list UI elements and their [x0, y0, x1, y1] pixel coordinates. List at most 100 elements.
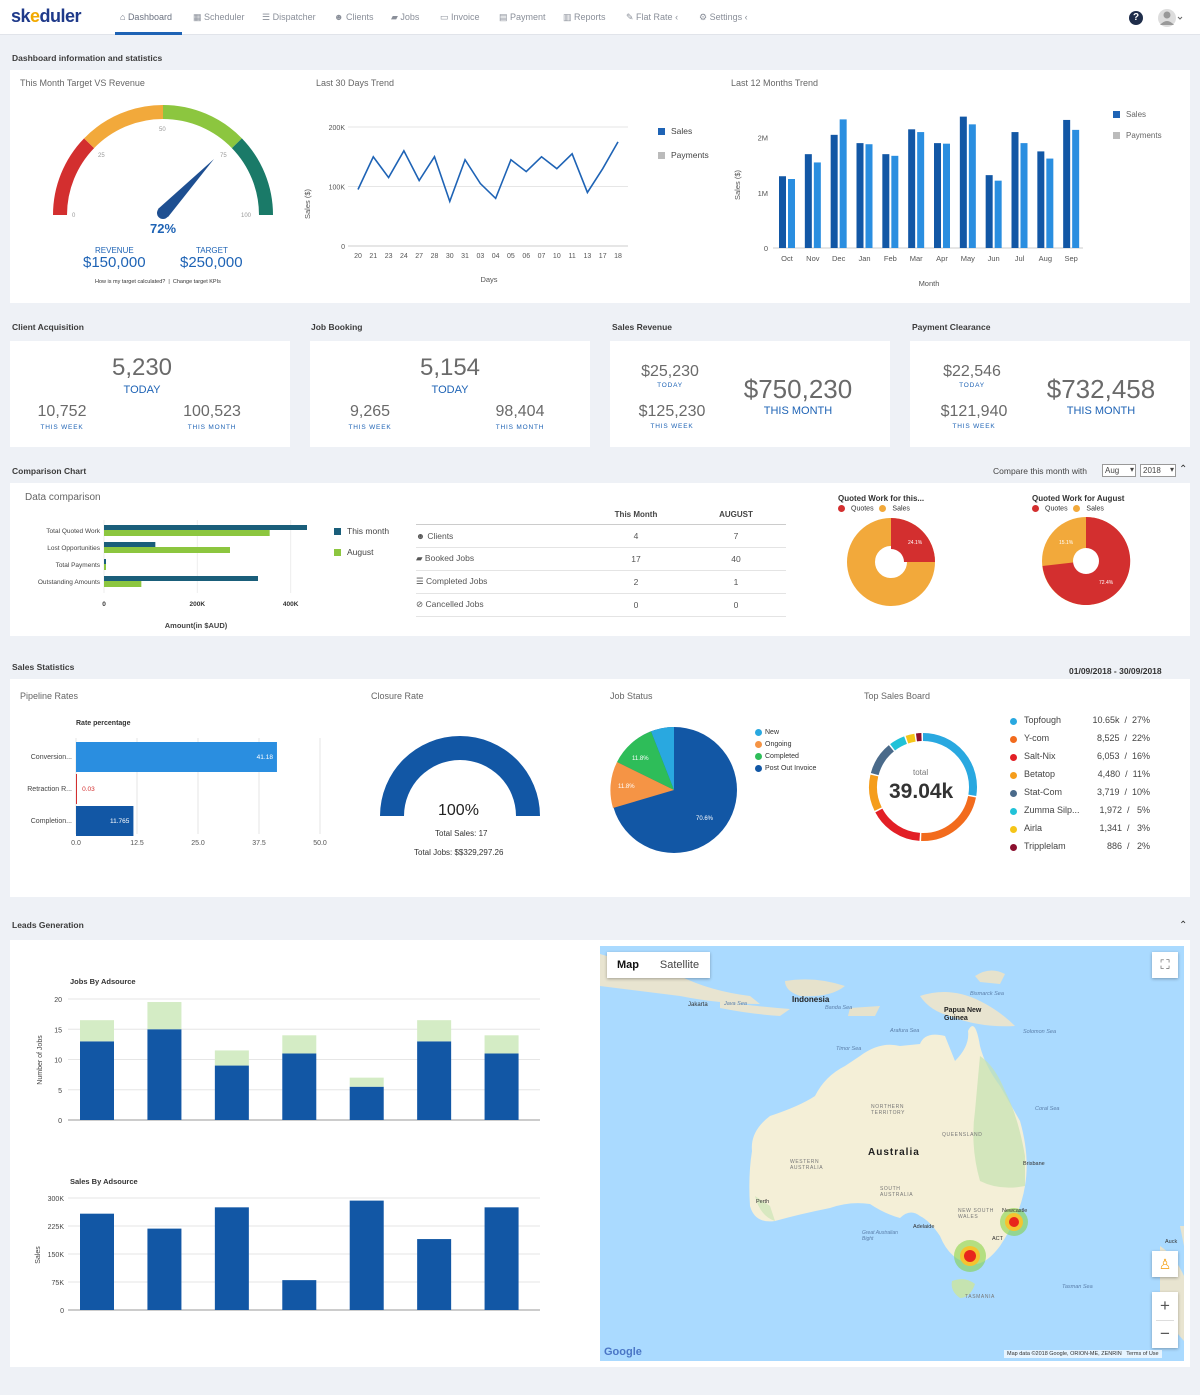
top-sales-row: Tripplelam 886 / 2% [1010, 841, 1160, 855]
kpi-month-label: THIS MONTH [1066, 405, 1136, 417]
trend30-chart: Sales ($) Days 200K 100K 0 20 21 23 24 27 28 30 31… [303, 125, 628, 284]
nav-scheduler[interactable]: ▦ Scheduler [193, 12, 245, 22]
donut-segment [875, 808, 921, 841]
comparison-bar-chart: Amount(in $AUD) 0 200K 400K Total Quoted Wo… [38, 520, 307, 630]
table-row: ⊘ Cancelled Jobs 0 0 [416, 593, 786, 617]
bar-payments [917, 132, 925, 248]
nav-settings[interactable]: ⚙ Settings ‹ [699, 12, 748, 22]
y-tick-label: 225K [48, 1224, 65, 1231]
sales-adsource-title: Sales By Adsource [70, 1177, 138, 1186]
map-tab-map[interactable]: Map [617, 959, 639, 971]
x-tick-label: 04 [492, 253, 500, 260]
col-this-month: This Month [586, 506, 686, 525]
nav-payment[interactable]: ▤ Payment [499, 12, 546, 22]
x-tick-label: 10 [553, 253, 561, 260]
map-label: Australia [868, 1147, 920, 1158]
map-label: Auck [1165, 1239, 1178, 1245]
kpi-today-label: TODAY [657, 382, 683, 389]
pegman-icon[interactable]: ♙ [1152, 1251, 1178, 1277]
kpi-week-value: $121,940 [940, 403, 1008, 420]
cancel-icon: ⊘ [416, 599, 424, 609]
category-label: Total Quoted Work [46, 528, 100, 535]
change-target-link[interactable]: Change target KPIs [172, 279, 221, 285]
map-label: Newcastle [1002, 1208, 1028, 1214]
pipeline-row-label: Conversion... [31, 754, 72, 761]
kpi-week-label: THIS WEEK [952, 423, 996, 430]
nav-reports[interactable]: ▥ Reports [563, 12, 606, 22]
sales-stats-range[interactable]: 01/09/2018 - 30/09/2018 [1069, 666, 1162, 676]
jobs-bar [417, 1041, 452, 1120]
compare-month-select[interactable]: Aug ▾ [1102, 464, 1136, 477]
kpi-header-clients: Client Acquisition [12, 322, 84, 332]
map-label: Coral Sea [1035, 1106, 1060, 1112]
closure-gauge [380, 736, 540, 816]
compare-label: Compare this month with [993, 466, 1088, 476]
trend12-chart: Sales ($) Month 2M 1M 0 Oct Nov Dec Jan Feb Mar A… [733, 116, 1083, 288]
leads-header: Leads Generation [12, 920, 84, 930]
target-calc-link[interactable]: How is my target calculated? [95, 279, 166, 285]
kpi-header-jobs: Job Booking [311, 322, 363, 332]
nav-jobs[interactable]: ▰ Jobs [391, 12, 420, 22]
x-tick-label: 05 [507, 253, 515, 260]
nav-clients[interactable]: ☻ Clients [334, 12, 374, 22]
kpi-week-value: 9,265 [349, 403, 391, 420]
collapse-comparison-icon[interactable]: ⌃ [1179, 464, 1188, 475]
jobs-bar [282, 1053, 317, 1120]
active-tab-indicator [115, 32, 182, 35]
terms-link[interactable]: Terms of Use [1126, 1351, 1159, 1357]
x-tick-label: 400K [283, 601, 299, 608]
y-tick-label: 10 [54, 1058, 62, 1065]
map-label: Indonesia [792, 995, 830, 1004]
jobs-adsource-title: Jobs By Adsource [70, 977, 136, 986]
compare-year-select[interactable]: 2018 ▾ [1140, 464, 1176, 477]
jobs-bar-top [349, 1077, 384, 1087]
pie1-legend: Quotes Sales [838, 505, 910, 512]
map-label: Banda Sea [825, 1005, 853, 1011]
job-status-title: Job Status [610, 691, 653, 701]
collapse-leads-icon[interactable]: ⌃ [1179, 920, 1188, 931]
users-icon: ☻ [416, 530, 425, 541]
comparison-table: This Month AUGUST ☻ Clients 4 7 ▰ Booked Jo… [416, 506, 786, 617]
map-label: NEW SOUTH WALES [958, 1208, 994, 1220]
pie1-chart: 24.1% [847, 518, 935, 606]
trend30-title: Last 30 Days Trend [316, 78, 395, 88]
x-tick-label: Apr [936, 254, 948, 263]
x-tick-label: Sep [1064, 254, 1077, 263]
nav-dispatcher[interactable]: ☰ Dispatcher [262, 12, 316, 22]
kpi-card-payments: $22,546 TODAY $121,940 THIS WEEK $732,45… [910, 341, 1190, 447]
nav-invoice[interactable]: ▭ Invoice [440, 12, 480, 22]
kpi-today-label: TODAY [431, 384, 469, 396]
fullscreen-icon[interactable]: ⛶ [1152, 952, 1178, 978]
job-status-legend: New Ongoing Completed Post Out Invoice [755, 727, 816, 775]
map-tab-satellite[interactable]: Satellite [659, 959, 700, 971]
bar-payments [1072, 129, 1080, 248]
x-tick-label: 0.0 [71, 840, 81, 847]
x-tick-label: 11 [568, 253, 575, 260]
help-icon[interactable]: ? [1129, 11, 1143, 25]
zoom-in-icon[interactable]: + [1160, 1296, 1170, 1315]
target-label: TARGET [196, 246, 228, 255]
nav-flat-rate[interactable]: ✎ Flat Rate ‹ [626, 12, 679, 22]
bar-this-month [104, 559, 106, 564]
kpi-month-value: $750,230 [743, 374, 853, 404]
bar-payments [1046, 158, 1054, 248]
avatar[interactable] [1157, 8, 1183, 28]
gauge-tick: 75 [220, 153, 227, 159]
comparison-header: Comparison Chart [12, 466, 87, 476]
nav-dashboard[interactable]: ⌂ Dashboard [120, 12, 172, 22]
x-tick-label: Mar [910, 254, 923, 263]
kpi-today-label: TODAY [123, 384, 161, 396]
map-label: NORTHERN TERRITORY [871, 1104, 906, 1116]
bar-sales [779, 176, 786, 248]
jobs-bar [80, 1041, 114, 1120]
bar-payments [891, 155, 899, 248]
leads-map[interactable]: Indonesia Papua New Guinea Australia Jak… [600, 946, 1184, 1361]
kpi-header-payments: Payment Clearance [912, 322, 991, 332]
zoom-out-icon[interactable]: − [1160, 1324, 1170, 1343]
map-label: QUEENSLAND [942, 1132, 983, 1138]
kpi-month-value: 98,404 [495, 403, 545, 420]
app-logo[interactable]: skeduler [11, 6, 82, 26]
book-icon: ▰ [416, 553, 423, 563]
x-tick-label: Jul [1015, 254, 1025, 263]
map-label: SOUTH AUSTRALIA [880, 1186, 914, 1198]
